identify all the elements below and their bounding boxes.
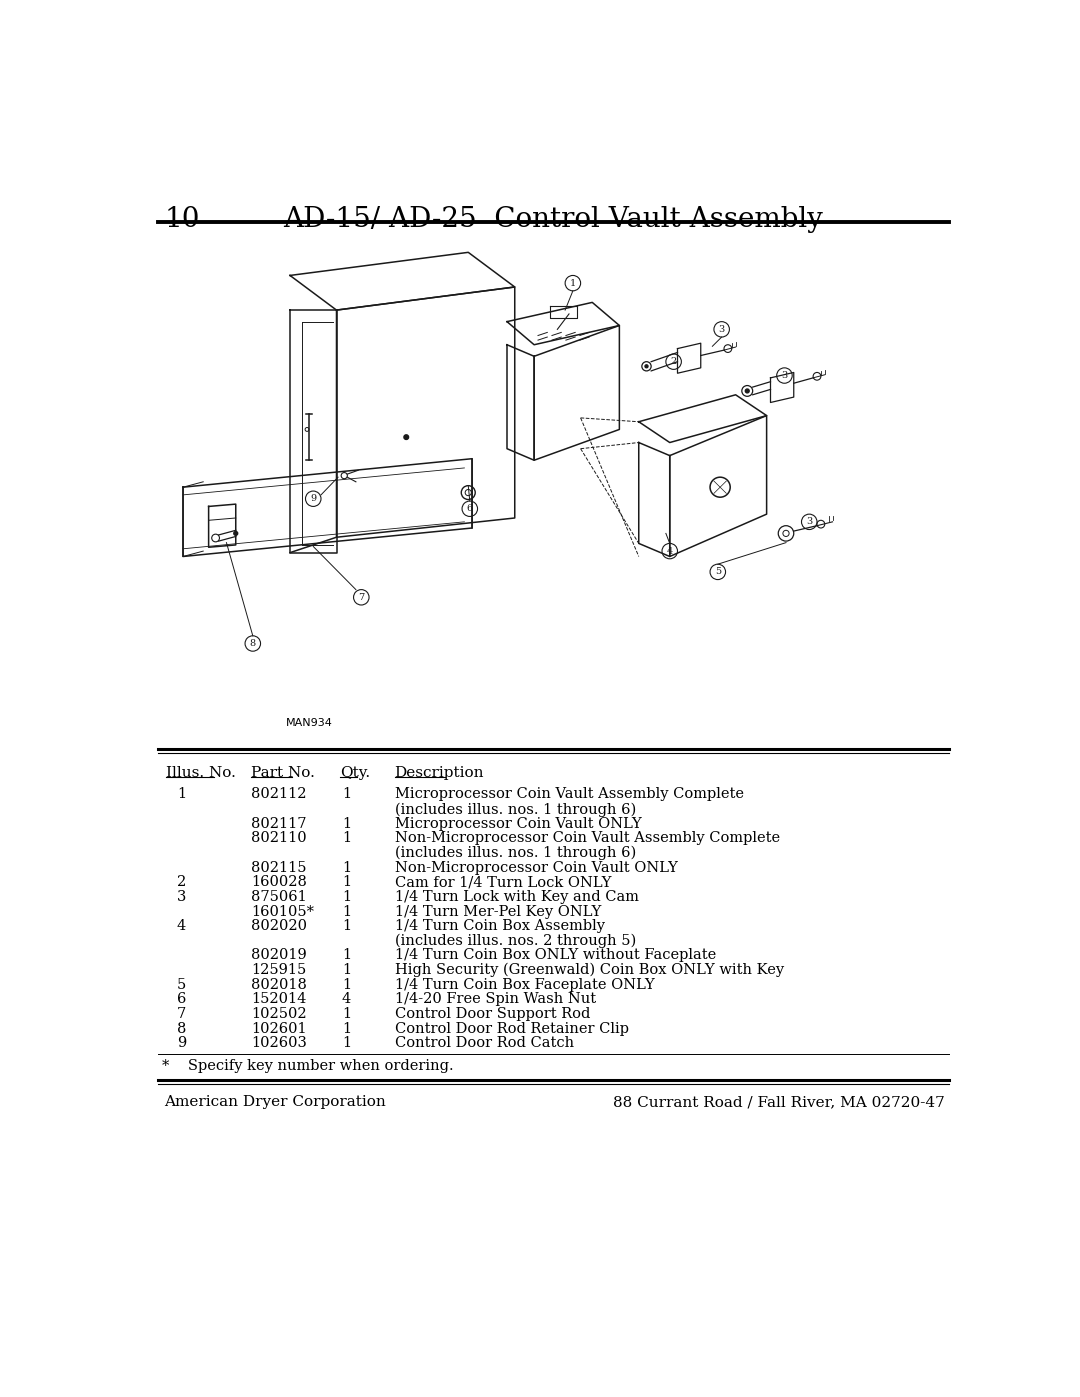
Text: 1: 1 <box>342 817 351 831</box>
Text: 1: 1 <box>342 1021 351 1035</box>
Text: 1/4 Turn Coin Box ONLY without Faceplate: 1/4 Turn Coin Box ONLY without Faceplate <box>394 949 716 963</box>
Text: 802019: 802019 <box>252 949 307 963</box>
Text: 1/4 Turn Coin Box Faceplate ONLY: 1/4 Turn Coin Box Faceplate ONLY <box>394 978 654 992</box>
Text: American Dryer Corporation: American Dryer Corporation <box>164 1095 387 1109</box>
Text: 7: 7 <box>177 1007 186 1021</box>
Text: 4: 4 <box>177 919 186 933</box>
Text: 9: 9 <box>177 1037 186 1051</box>
Text: 802115: 802115 <box>252 861 307 875</box>
Text: Microprocessor Coin Vault Assembly Complete: Microprocessor Coin Vault Assembly Compl… <box>394 788 744 802</box>
Text: 4: 4 <box>342 992 351 1006</box>
Text: 802112: 802112 <box>252 788 307 802</box>
Text: (includes illus. nos. 1 through 6): (includes illus. nos. 1 through 6) <box>394 802 636 816</box>
Circle shape <box>745 388 750 393</box>
Text: 88 Currant Road / Fall River, MA 02720-47: 88 Currant Road / Fall River, MA 02720-4… <box>613 1095 945 1109</box>
Text: 3: 3 <box>177 890 186 904</box>
Text: Non-Microprocessor Coin Vault Assembly Complete: Non-Microprocessor Coin Vault Assembly C… <box>394 831 780 845</box>
Text: Description: Description <box>394 766 484 780</box>
Text: 1: 1 <box>342 1037 351 1051</box>
Text: 1: 1 <box>342 904 351 919</box>
Text: 1: 1 <box>177 788 186 802</box>
Circle shape <box>233 531 238 535</box>
Text: 2: 2 <box>671 358 677 366</box>
Text: Qty.: Qty. <box>340 766 370 780</box>
Text: 1: 1 <box>342 831 351 845</box>
Text: 1/4 Turn Coin Box Assembly: 1/4 Turn Coin Box Assembly <box>394 919 605 933</box>
Text: 6: 6 <box>177 992 186 1006</box>
Text: 802020: 802020 <box>252 919 307 933</box>
Text: 7: 7 <box>359 592 364 602</box>
Text: 3: 3 <box>781 372 787 380</box>
Text: 1: 1 <box>342 949 351 963</box>
Text: MAN934: MAN934 <box>286 718 333 728</box>
Text: 5: 5 <box>177 978 186 992</box>
Text: Non-Microprocessor Coin Vault ONLY: Non-Microprocessor Coin Vault ONLY <box>394 861 677 875</box>
Text: 1: 1 <box>342 788 351 802</box>
Text: 1: 1 <box>342 978 351 992</box>
Text: Microprocessor Coin Vault ONLY: Microprocessor Coin Vault ONLY <box>394 817 642 831</box>
Text: 1: 1 <box>342 1007 351 1021</box>
Text: 1: 1 <box>342 919 351 933</box>
Text: Cam for 1/4 Turn Lock ONLY: Cam for 1/4 Turn Lock ONLY <box>394 876 611 890</box>
Text: 802110: 802110 <box>252 831 307 845</box>
Text: 8: 8 <box>249 638 256 648</box>
Text: 1: 1 <box>342 890 351 904</box>
Text: 10: 10 <box>164 207 200 233</box>
Text: 152014: 152014 <box>252 992 307 1006</box>
Text: AD-15/ AD-25  Control Vault Assembly: AD-15/ AD-25 Control Vault Assembly <box>284 207 823 233</box>
Text: 1/4 Turn Mer-Pel Key ONLY: 1/4 Turn Mer-Pel Key ONLY <box>394 904 600 919</box>
Text: (includes illus. nos. 2 through 5): (includes illus. nos. 2 through 5) <box>394 933 636 949</box>
Text: Control Door Support Rod: Control Door Support Rod <box>394 1007 590 1021</box>
Text: 4: 4 <box>666 546 673 556</box>
Text: 2: 2 <box>177 876 186 890</box>
Text: 125915: 125915 <box>252 963 307 977</box>
Text: 5: 5 <box>715 567 720 577</box>
Circle shape <box>404 434 408 440</box>
Text: 102502: 102502 <box>252 1007 307 1021</box>
Text: 102601: 102601 <box>252 1021 307 1035</box>
Circle shape <box>645 365 648 367</box>
Text: 875061: 875061 <box>252 890 307 904</box>
Text: 102603: 102603 <box>252 1037 307 1051</box>
Text: Illus. No.: Illus. No. <box>166 766 235 780</box>
Text: Part No.: Part No. <box>252 766 315 780</box>
Text: 802018: 802018 <box>252 978 307 992</box>
Text: 6: 6 <box>467 504 473 513</box>
Text: High Security (Greenwald) Coin Box ONLY with Key: High Security (Greenwald) Coin Box ONLY … <box>394 963 784 978</box>
Text: 160028: 160028 <box>252 876 307 890</box>
Text: (includes illus. nos. 1 through 6): (includes illus. nos. 1 through 6) <box>394 847 636 861</box>
Text: 1/4-20 Free Spin Wash Nut: 1/4-20 Free Spin Wash Nut <box>394 992 596 1006</box>
Text: 1: 1 <box>342 876 351 890</box>
Text: 1/4 Turn Lock with Key and Cam: 1/4 Turn Lock with Key and Cam <box>394 890 638 904</box>
Text: 9: 9 <box>310 495 316 503</box>
Text: 3: 3 <box>806 517 812 527</box>
Text: 1: 1 <box>570 278 576 288</box>
Text: 160105*: 160105* <box>252 904 314 919</box>
Text: 1: 1 <box>342 963 351 977</box>
Text: Control Door Rod Retainer Clip: Control Door Rod Retainer Clip <box>394 1021 629 1035</box>
Text: Control Door Rod Catch: Control Door Rod Catch <box>394 1037 573 1051</box>
Text: 1: 1 <box>342 861 351 875</box>
Text: 8: 8 <box>177 1021 186 1035</box>
Text: *    Specify key number when ordering.: * Specify key number when ordering. <box>162 1059 454 1073</box>
Text: 802117: 802117 <box>252 817 307 831</box>
Text: 3: 3 <box>718 326 725 334</box>
